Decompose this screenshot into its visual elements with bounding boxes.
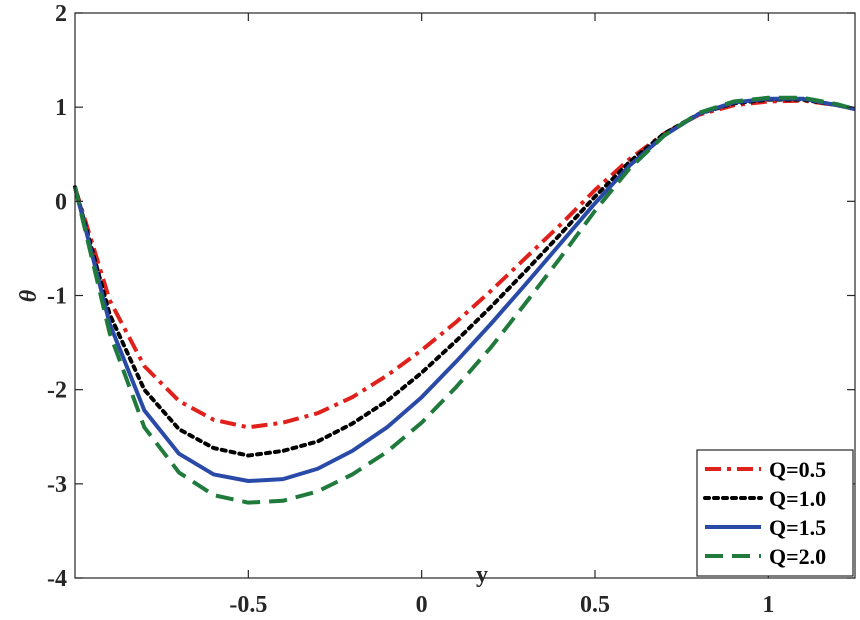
y-tick-label: -2 — [47, 378, 67, 404]
series-layer — [73, 95, 857, 505]
x-tick-label: -0.5 — [229, 592, 267, 618]
y-tick-label: -3 — [47, 472, 67, 498]
legend-label-4: Q=2.0 — [769, 544, 826, 569]
x-tick-label: 0 — [416, 592, 428, 618]
legend-label-3: Q=1.5 — [769, 515, 826, 540]
y-tick-label: 1 — [55, 95, 67, 121]
ticks-layer: -4 -3 -2 -1 0 1 2 -0.5 0 0.5 1 — [47, 1, 855, 618]
y-tick-label: 2 — [55, 1, 67, 27]
series-line-4 — [73, 95, 856, 505]
y-tick-label: 0 — [55, 189, 67, 215]
x-tick-label: 0.5 — [580, 592, 610, 618]
y-axis-title: θ — [16, 289, 42, 302]
y-tick-label: -1 — [47, 284, 67, 310]
legend-label-1: Q=0.5 — [769, 457, 826, 482]
x-axis-title: y — [476, 562, 488, 588]
y-tick-label: -4 — [47, 566, 67, 592]
legend: Q=0.5 Q=1.0 Q=1.5 Q=2.0 — [696, 449, 854, 577]
x-tick-label: 1 — [762, 592, 774, 618]
legend-label-2: Q=1.0 — [769, 486, 826, 511]
series-line-1 — [73, 98, 856, 430]
